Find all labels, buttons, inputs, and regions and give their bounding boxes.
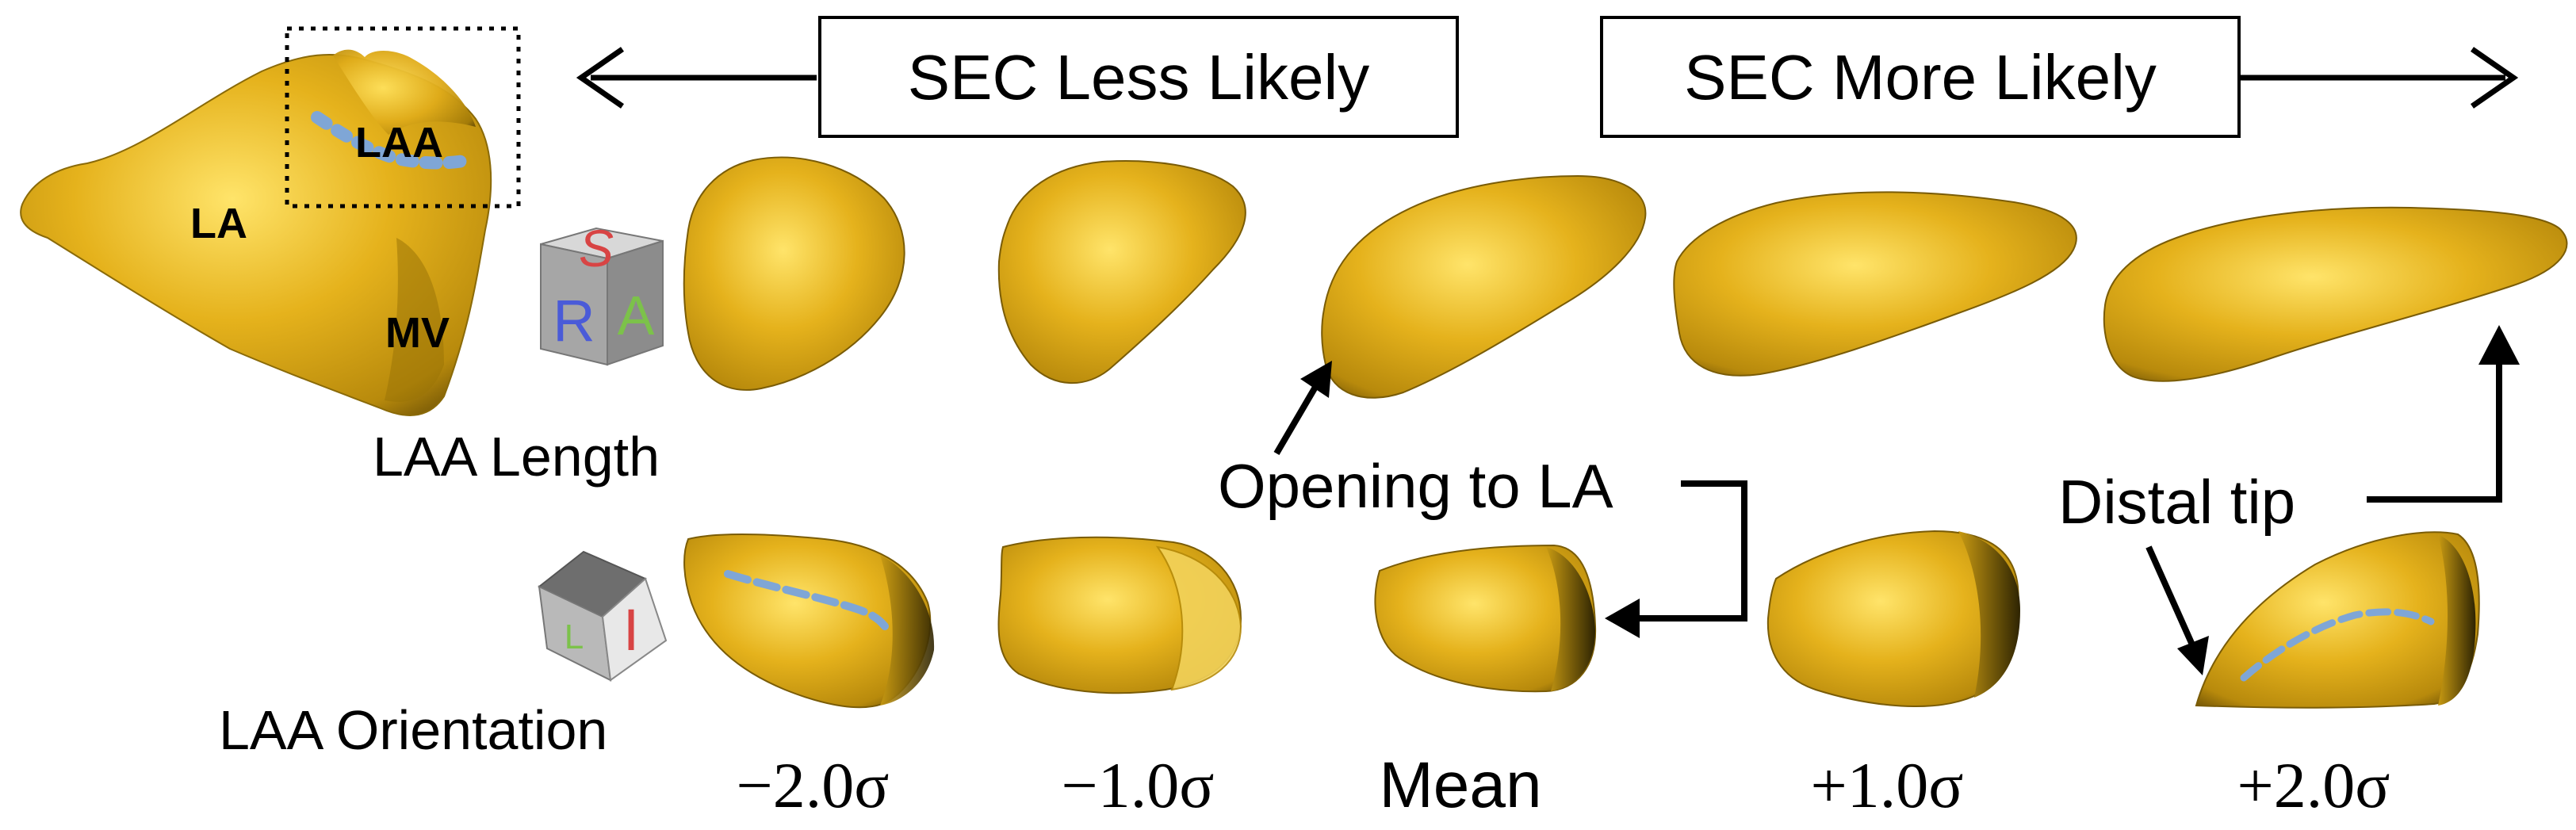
sigma-label-minus1: −1.0σ <box>1062 749 1215 821</box>
row-label-orientation: LAA Orientation <box>219 699 607 761</box>
orientation-cube-li: L I <box>538 550 668 682</box>
less-likely-label: SEC Less Likely <box>908 42 1369 113</box>
length-shape-plus1 <box>1673 191 2077 377</box>
distal-down-head <box>2177 636 2209 675</box>
opening-arrow-up-shaft <box>1273 377 1323 456</box>
orientation-cube-sra: S R A <box>540 219 664 366</box>
opening-arrow-up-head <box>1300 361 1332 398</box>
less-likely-box <box>818 16 1459 138</box>
length-shape-minus2 <box>683 156 905 391</box>
sigma-label-mean: Mean <box>1379 749 1541 821</box>
laa-highlight-box <box>285 26 521 208</box>
sigma-label-plus2: +2.0σ <box>2237 749 2390 821</box>
left-arrow-head <box>576 47 624 109</box>
row-label-length: LAA Length <box>373 426 660 488</box>
length-shape-minus1 <box>997 160 1246 384</box>
sigma-label-minus2: −2.0σ <box>737 749 890 821</box>
orientation-shape-minus2 <box>683 534 935 709</box>
left-atrium-model: LA LAA MV <box>20 26 521 416</box>
more-likely-box <box>1600 16 2241 138</box>
more-likely-label: SEC More Likely <box>1684 42 2157 113</box>
orientation-shape-plus1 <box>1766 530 2020 708</box>
annotation-distal-tip: Distal tip <box>2058 325 2520 675</box>
laa-centerline <box>311 111 474 170</box>
cube-l-letter: L <box>565 618 584 656</box>
orientation-shape-plus2 <box>2195 531 2480 709</box>
cube-r-letter: R <box>553 288 595 354</box>
length-shape-mean <box>1321 174 1647 399</box>
orientation-centerline-plus2 <box>2240 608 2435 682</box>
distal-elbow-head <box>2478 325 2520 365</box>
opening-elbow-head <box>1605 599 1640 638</box>
orientation-shape-minus1 <box>997 536 1242 694</box>
cube-i-letter: I <box>623 597 640 663</box>
distal-tip-label: Distal tip <box>2058 467 2295 537</box>
sigma-label-plus1: +1.0σ <box>1811 749 1964 821</box>
length-shape-plus2 <box>2103 206 2568 382</box>
annotation-opening: Opening to LA <box>1218 361 1747 638</box>
orientation-shape-mean <box>1374 544 1597 693</box>
cube-a-letter: A <box>618 285 655 346</box>
opening-label: Opening to LA <box>1218 451 1613 521</box>
cube-s-letter: S <box>579 219 614 277</box>
orientation-centerline-minus2 <box>724 570 889 630</box>
distal-elbow-line <box>2367 358 2502 503</box>
right-arrow-head <box>2471 47 2519 109</box>
header-less-likely: SEC Less Likely <box>576 16 1459 138</box>
distal-down-shaft <box>2145 545 2198 652</box>
la-label: LA <box>190 200 247 247</box>
opening-elbow-line <box>1632 480 1747 622</box>
laa-label: LAA <box>355 119 443 166</box>
header-more-likely: SEC More Likely <box>1600 16 2519 138</box>
mv-label: MV <box>385 309 450 357</box>
